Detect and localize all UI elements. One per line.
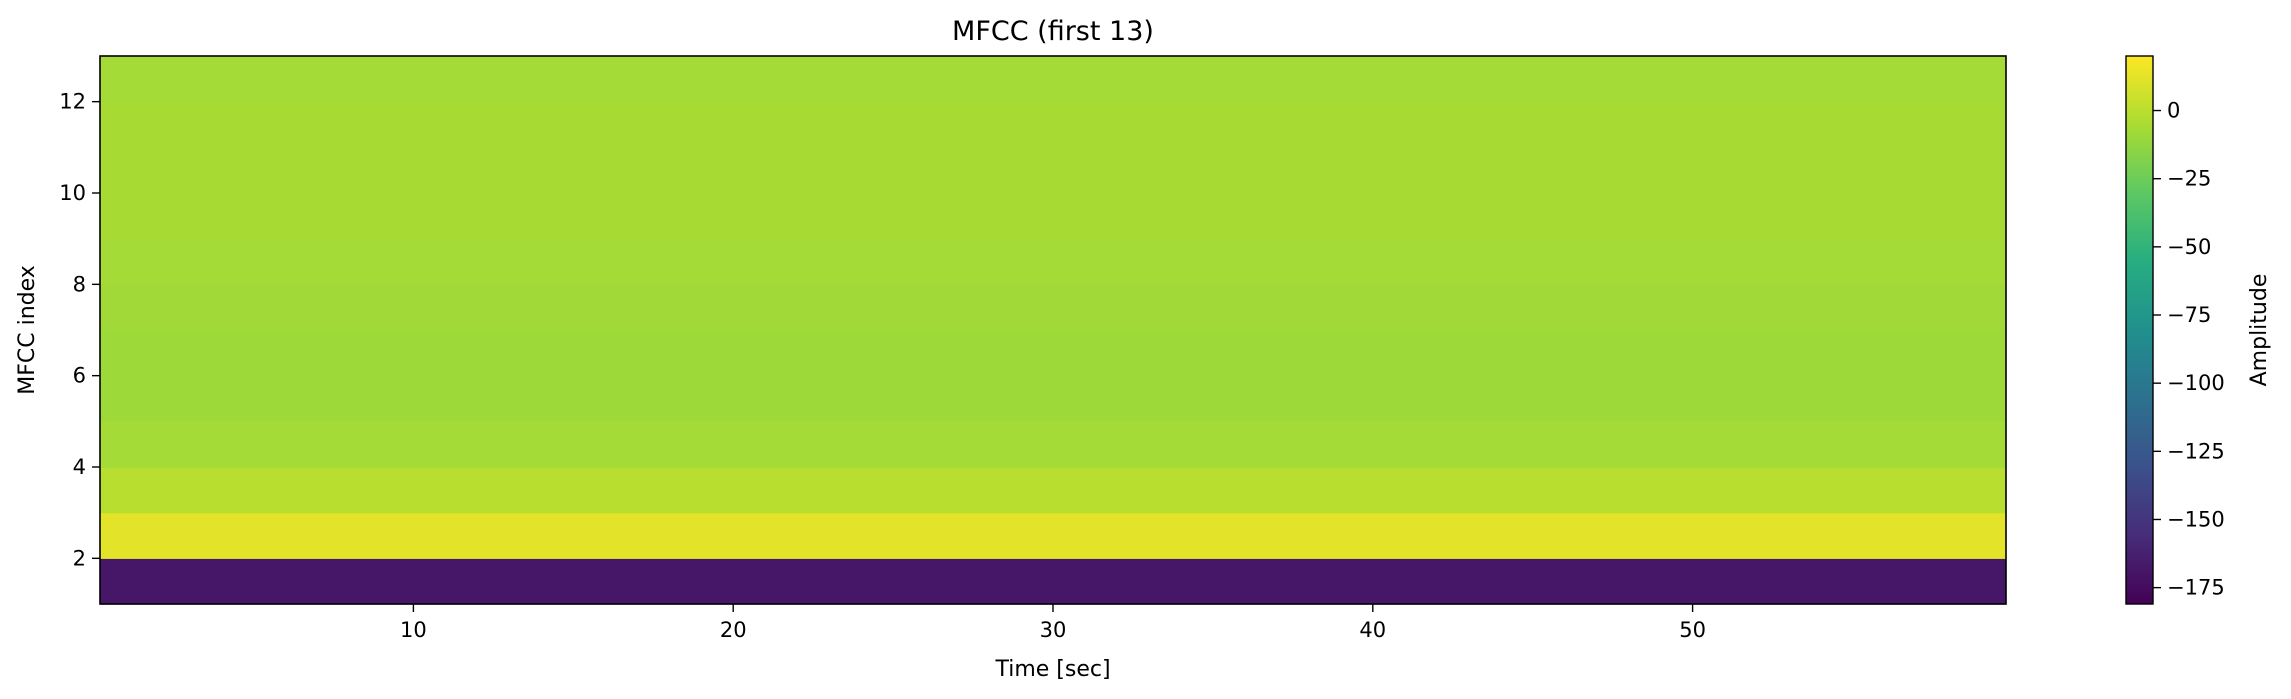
heatmap-row-12: [100, 56, 2006, 103]
colorbar: [2125, 55, 2154, 605]
colorbar-tick-label: −175: [2167, 576, 2225, 600]
colorbar-axis: 0 −25 −50 −75 −100 −125 −150 −175: [2153, 99, 2225, 600]
y-tick-label: 6: [73, 364, 86, 388]
heatmap-row-1: [100, 558, 2006, 605]
x-tick-label: 30: [1040, 618, 1067, 642]
colorbar-tick-label: −75: [2167, 303, 2211, 327]
heatmap-row-11: [100, 101, 2006, 148]
heatmap-row-4: [100, 421, 2006, 468]
colorbar-tick-label: −150: [2167, 507, 2225, 531]
x-tick-label: 20: [720, 618, 747, 642]
heatmap-row-5: [100, 375, 2006, 422]
colorbar-label: Amplitude: [2247, 274, 2272, 387]
x-axis: 10 20 30 40 50: [400, 604, 1706, 642]
y-axis-label: MFCC index: [15, 265, 40, 395]
y-tick-label: 12: [59, 90, 86, 114]
colorbar-tick-label: −25: [2167, 167, 2211, 191]
y-axis: 2 4 6 8 10 12: [59, 90, 100, 570]
heatmap-row-7: [100, 284, 2006, 331]
x-axis-label: Time [sec]: [994, 657, 1110, 682]
colorbar-tick-label: −125: [2167, 439, 2225, 463]
heatmap-cells: [100, 56, 2006, 605]
y-tick-label: 4: [73, 455, 86, 479]
y-tick-label: 8: [73, 272, 86, 296]
heatmap-row-10: [100, 147, 2006, 194]
x-tick-label: 50: [1679, 618, 1706, 642]
y-tick-label: 2: [73, 546, 86, 570]
heatmap-row-6: [100, 330, 2006, 377]
x-tick-label: 40: [1359, 618, 1386, 642]
heatmap-row-2: [100, 512, 2006, 559]
x-tick-label: 10: [400, 618, 427, 642]
chart-title: MFCC (first 13): [952, 16, 1154, 47]
heatmap-row-8: [100, 238, 2006, 285]
y-tick-label: 10: [59, 181, 86, 205]
heatmap-row-9: [100, 193, 2006, 240]
colorbar-tick-label: 0: [2167, 99, 2180, 123]
heatmap-row-3: [100, 467, 2006, 514]
colorbar-tick-label: −50: [2167, 235, 2211, 259]
colorbar-tick-label: −100: [2167, 371, 2225, 395]
